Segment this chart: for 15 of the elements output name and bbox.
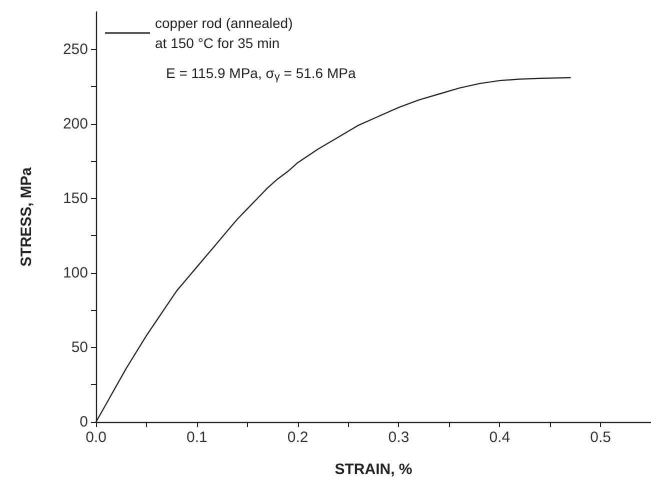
y-tick-label: 100 [62, 264, 88, 282]
x-axis-title: STRAIN, % [334, 461, 412, 478]
x-tick-label: 0.4 [489, 429, 510, 446]
x-tick-label: 0.3 [388, 429, 410, 446]
y-axis-title: STRESS, MPa [18, 166, 35, 267]
x-tick-label: 0.2 [287, 429, 308, 446]
y-tick-label: 0 [80, 414, 88, 430]
y-tick-label: 50 [71, 338, 88, 356]
y-tick-label: 200 [62, 115, 88, 132]
x-tick-label: 0.5 [590, 429, 611, 446]
x-tick-label: 0.1 [186, 429, 208, 446]
y-tick-label: 150 [62, 190, 88, 207]
y-tick-label: 250 [62, 40, 88, 58]
legend-label: copper rod (annealed) at 150 °C for 35 min [155, 15, 293, 51]
x-tick-label: 0.0 [86, 429, 106, 446]
